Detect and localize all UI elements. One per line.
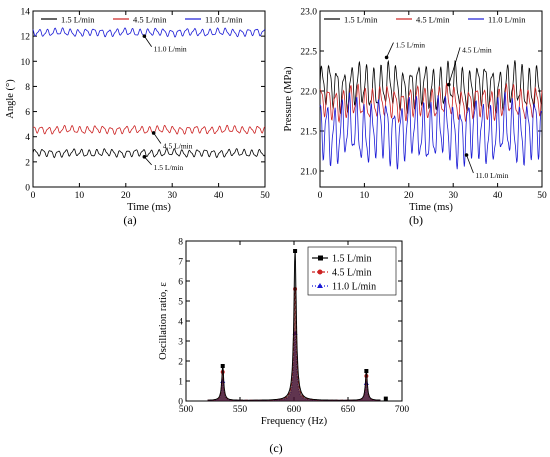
caption-b: (b): [409, 213, 423, 227]
series-line-3: [207, 332, 381, 401]
annotation-label: 1.5 L/min: [154, 163, 184, 172]
series-line-1: [319, 59, 543, 114]
x-tick-label: 600: [287, 405, 302, 415]
x-axis-label: Time (ms): [127, 202, 171, 213]
y-axis-label: Oscillation ratio, ε: [158, 282, 169, 360]
series-line-1: [207, 250, 381, 401]
legend-label: 11.0 L/min: [488, 15, 526, 25]
y-tick-label: 8: [178, 238, 183, 248]
y-tick-label: 0: [178, 398, 183, 408]
x-tick-label: 700: [395, 405, 410, 415]
x-tick-label: 40: [493, 191, 503, 201]
y-tick-label: 1: [178, 378, 183, 388]
legend-label: 4.5 L/min: [416, 15, 450, 25]
annotation-arrowhead: [446, 82, 451, 87]
annotation-label: 1.5 L/min: [395, 41, 425, 50]
x-tick-label: 500: [179, 405, 194, 415]
y-tick-label: 4: [178, 318, 183, 328]
x-tick-label: 30: [167, 191, 177, 201]
y-tick-label: 3: [178, 338, 183, 348]
annotation-label: 4.5 L/min: [462, 45, 492, 54]
series-area-3: [207, 332, 381, 401]
y-tick-label: 5: [178, 298, 183, 308]
annotation-arrowhead: [464, 153, 469, 157]
legend-marker: [317, 269, 323, 275]
annotation-arrowhead: [384, 55, 389, 60]
annotation-arrow: [448, 47, 461, 85]
legend-label: 1.5 L/min: [344, 15, 378, 25]
y-axis-label: Pressure (MPa): [283, 66, 294, 132]
annotation-arrow: [144, 35, 152, 47]
plot-frame: [32, 10, 266, 188]
panel-a: 0 10 20 30 40 50 0 2 4 6 8 10 12 14 Time (ms) Angle (°)…: [5, 8, 270, 214]
y-tick-label: 7: [178, 258, 183, 268]
x-tick-label: 40: [214, 191, 224, 201]
x-tick-label: 10: [75, 191, 85, 201]
peak-marker: [383, 396, 388, 401]
y-tick-label: 22.5: [300, 48, 317, 58]
panel-c: 500 550 600 650 700 0 1 2 3 4 5 6 7 8 Frequency (Hz) Os…: [158, 238, 409, 428]
y-tick-label: 2: [25, 158, 30, 168]
caption-a: (a): [123, 213, 136, 227]
legend-box: [307, 246, 397, 296]
x-tick-label: 30: [448, 191, 458, 201]
caption-c: (c): [269, 441, 282, 455]
annotation-arrowhead: [142, 34, 147, 38]
legend-label: 4.5 L/min: [332, 268, 371, 279]
annotation-arrow: [466, 154, 474, 174]
y-tick-label: 8: [25, 83, 30, 93]
y-tick-label: 12: [21, 33, 31, 43]
y-tick-label: 4: [25, 133, 30, 143]
peak-marker: [364, 369, 369, 373]
x-tick-label: 50: [260, 191, 270, 201]
series-line-2: [319, 82, 543, 124]
legend-label: 4.5 L/min: [133, 15, 167, 25]
y-tick-label: 2: [178, 358, 183, 368]
annotation-arrowhead: [151, 131, 156, 135]
annotation-label: 4.5 L/min: [163, 142, 193, 151]
annotation-arrow: [386, 42, 394, 58]
y-tick-label: 6: [25, 108, 30, 118]
series-line-3: [32, 27, 266, 38]
legend-marker: [318, 255, 323, 261]
series-line-3: [319, 91, 543, 170]
y-tick-label: 21.5: [300, 128, 317, 138]
x-axis-label: Frequency (Hz): [261, 416, 328, 427]
x-tick-label: 10: [360, 191, 370, 201]
annotation-label: 11.0 L/min: [154, 45, 187, 54]
x-tick-label: 20: [121, 191, 131, 201]
series-line-1: [32, 148, 266, 159]
y-tick-label: 14: [21, 8, 31, 18]
x-tick-label: 0: [31, 191, 36, 201]
x-tick-label: 20: [404, 191, 414, 201]
series-line-2: [32, 124, 266, 135]
y-tick-label: 0: [25, 184, 30, 194]
y-tick-label: 6: [178, 278, 183, 288]
legend-marker: [317, 283, 323, 288]
x-tick-label: 50: [537, 191, 547, 201]
y-tick-label: 21.0: [300, 168, 317, 178]
legend-label: 1.5 L/min: [61, 15, 95, 25]
y-axis-label: Angle (°): [5, 79, 16, 119]
x-tick-label: 550: [233, 405, 248, 415]
legend-label: 11.0 L/min: [205, 15, 243, 25]
legend-label: 11.0 L/min: [332, 282, 376, 293]
annotation-arrow: [144, 156, 152, 166]
annotation-arrow: [153, 132, 162, 144]
y-tick-label: 10: [21, 58, 31, 68]
x-tick-label: 650: [341, 405, 356, 415]
panel-b: 0 10 20 30 40 50 21.0 21.5 22.0 22.5 23.0 Time (ms)…: [283, 8, 547, 214]
annotation-label: 11.0 L/min: [475, 171, 508, 180]
peak-marker: [293, 249, 298, 253]
y-tick-label: 22.0: [300, 88, 317, 98]
legend-label: 1.5 L/min: [332, 254, 371, 265]
annotation-arrowhead: [142, 155, 147, 159]
peak-marker: [220, 364, 225, 368]
y-tick-label: 23.0: [300, 8, 317, 18]
x-axis-label: Time (ms): [409, 202, 453, 213]
x-tick-label: 0: [318, 191, 323, 201]
